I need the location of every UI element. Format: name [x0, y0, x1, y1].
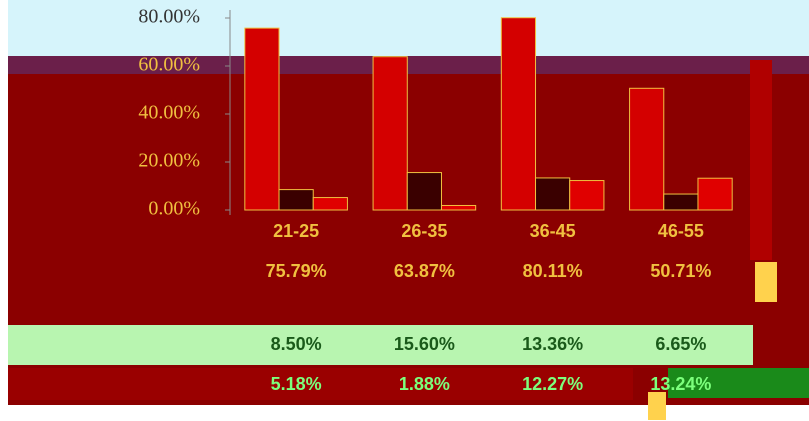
value-label: 15.60%	[394, 334, 455, 354]
value-label: 80.11%	[523, 261, 583, 281]
bar	[440, 204, 477, 211]
bar	[372, 56, 408, 211]
bar	[629, 87, 665, 211]
stripe	[8, 56, 809, 74]
value-label: 1.88%	[399, 374, 450, 394]
value-label: 8.50%	[271, 334, 322, 354]
bar	[312, 197, 348, 211]
top-band	[8, 0, 809, 60]
y-tick-label: 40.00%	[138, 102, 200, 124]
side-block	[755, 262, 777, 302]
value-label: 13.36%	[522, 334, 583, 354]
bar	[697, 177, 733, 211]
x-tick-label: 21-25	[273, 221, 319, 241]
bar	[663, 193, 699, 211]
y-tick-label: 80.00%	[138, 6, 200, 28]
value-label: 6.65%	[655, 334, 706, 354]
value-label: 5.18%	[271, 374, 322, 394]
bar	[500, 17, 537, 211]
value-label: 50.71%	[650, 261, 711, 281]
bar	[244, 27, 280, 211]
y-tick-label: 20.00%	[138, 150, 200, 172]
y-tick-label: 0.00%	[148, 198, 200, 220]
table-row-band	[8, 325, 753, 365]
bar	[278, 189, 314, 211]
value-label: 75.79%	[266, 261, 327, 281]
table-row-band	[8, 368, 633, 400]
x-tick-label: 26-35	[401, 221, 447, 241]
bar	[569, 180, 605, 211]
value-label: 13.24%	[650, 374, 711, 394]
value-label: 63.87%	[394, 261, 455, 281]
x-tick-label: 46-55	[658, 221, 704, 241]
value-label: 12.27%	[522, 374, 583, 394]
side-block	[648, 392, 666, 420]
bar	[535, 177, 571, 211]
bar	[406, 172, 442, 211]
x-tick-label: 36-45	[530, 221, 576, 241]
side-band	[750, 60, 772, 260]
y-tick-label: 60.00%	[138, 54, 200, 76]
table-row-band	[668, 368, 809, 398]
